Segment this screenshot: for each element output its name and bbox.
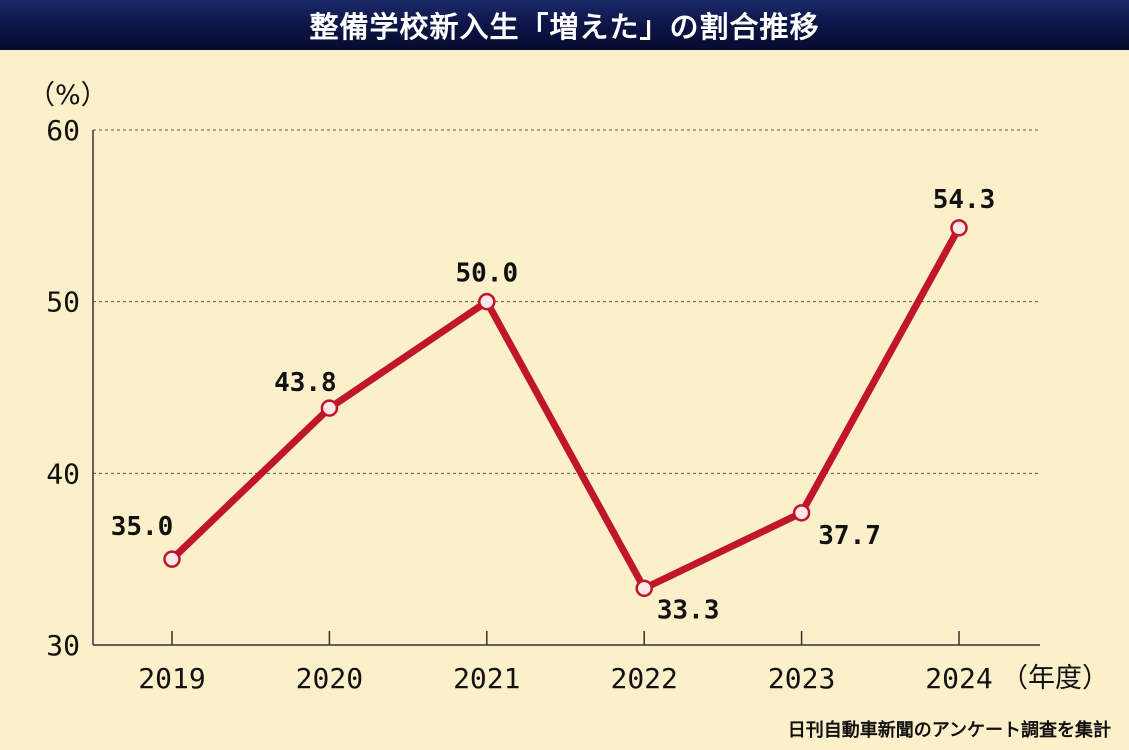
- data-point-2019: [163, 550, 181, 568]
- x-tick-label-2022: 2022: [610, 662, 677, 695]
- data-label-2024: 54.3: [933, 185, 996, 215]
- data-point-2020: [320, 399, 339, 417]
- axes: [92, 130, 1040, 646]
- data-point-2022: [635, 579, 653, 598]
- data-point-2021: [478, 292, 496, 311]
- series-line: [168, 224, 963, 592]
- chart-title: 整備学校新入生「増えた」の割合推移: [309, 10, 820, 44]
- y-tick-label-60: 60: [46, 114, 80, 147]
- series-line-group: [168, 224, 963, 592]
- data-label-2022: 33.3: [657, 595, 720, 625]
- data-label-2021: 50.0: [455, 259, 518, 289]
- x-tick-label-2020: 2020: [296, 662, 363, 695]
- x-tick-label-2024: 2024: [925, 662, 992, 695]
- data-label-2023: 37.7: [818, 521, 881, 551]
- y-axis-unit-label: （%）: [28, 80, 108, 111]
- labels: 30 40 50 60（%） 2019 2020 2021 2022 2023 2024 （年度） 3…: [28, 80, 1109, 695]
- y-tick-label-40: 40: [46, 457, 80, 490]
- gridlines: [93, 129, 1040, 474]
- x-tick-label-2019: 2019: [138, 662, 205, 695]
- data-label-2019: 35.0: [111, 512, 174, 542]
- x-axis-unit-label: （年度）: [1001, 663, 1109, 694]
- series-markers: [163, 219, 968, 598]
- source-note: 日刊自動車新聞のアンケート調査を集計: [787, 720, 1111, 741]
- data-point-2023: [792, 504, 811, 522]
- x-tick-label-2023: 2023: [768, 662, 835, 695]
- data-point-2024: [950, 219, 968, 237]
- data-label-2020: 43.8: [274, 368, 337, 398]
- y-tick-label-50: 50: [46, 286, 80, 319]
- title-bar: 整備学校新入生「増えた」の割合推移: [0, 0, 1129, 50]
- x-tick-label-2021: 2021: [453, 662, 520, 695]
- y-tick-label-30: 30: [46, 629, 80, 662]
